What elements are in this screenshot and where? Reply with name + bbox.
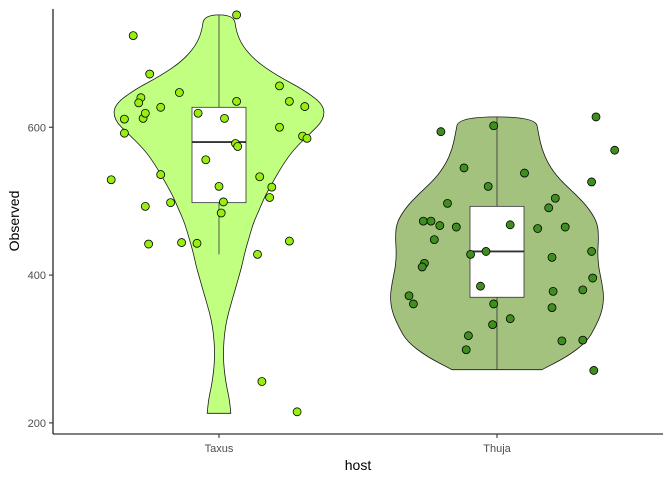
point-taxus-31 <box>218 197 228 207</box>
point-taxus-16 <box>275 122 284 132</box>
point-taxus-32 <box>216 208 226 218</box>
point-taxus-9 <box>156 102 166 112</box>
point-taxus-22 <box>156 170 166 179</box>
point-thuja-34 <box>488 320 498 330</box>
point-taxus-3 <box>174 88 184 97</box>
points-layer <box>106 10 620 417</box>
point-taxus-23 <box>106 175 116 185</box>
point-taxus-27 <box>265 193 275 202</box>
point-taxus-28 <box>214 181 224 191</box>
point-thuja-20 <box>481 247 491 256</box>
point-thuja-36 <box>557 336 567 346</box>
point-taxus-39 <box>292 407 302 417</box>
point-thuja-11 <box>418 216 428 226</box>
point-thuja-26 <box>578 285 588 295</box>
point-taxus-34 <box>192 238 202 248</box>
point-thuja-29 <box>404 291 414 301</box>
x-axis-ticks: Taxus Thuja <box>205 434 512 455</box>
point-thuja-0 <box>436 127 446 137</box>
point-thuja-1 <box>489 121 499 131</box>
point-taxus-36 <box>284 236 294 246</box>
point-taxus-20 <box>233 142 243 151</box>
x-tick-label-thuja: Thuja <box>483 443 511 455</box>
point-thuja-18 <box>505 220 515 230</box>
point-thuja-25 <box>588 273 598 283</box>
point-thuja-13 <box>435 221 445 230</box>
point-taxus-10 <box>232 96 242 106</box>
point-taxus-33 <box>177 238 187 247</box>
point-thuja-28 <box>476 281 485 291</box>
point-thuja-10 <box>483 181 493 191</box>
point-thuja-31 <box>489 299 499 309</box>
point-taxus-13 <box>300 102 310 111</box>
point-thuja-7 <box>520 168 529 178</box>
point-taxus-5 <box>134 98 144 108</box>
point-thuja-9 <box>443 198 452 208</box>
violins-layer <box>113 14 604 414</box>
point-thuja-17 <box>429 235 439 245</box>
point-thuja-4 <box>587 177 596 187</box>
y-tick-label-600: 600 <box>28 122 46 134</box>
point-taxus-8 <box>140 108 150 118</box>
point-taxus-15 <box>220 113 229 123</box>
point-thuja-32 <box>547 303 557 313</box>
y-tick-label-200: 200 <box>28 418 46 430</box>
point-thuja-15 <box>533 224 543 233</box>
point-taxus-11 <box>275 81 284 91</box>
x-axis-title: host <box>345 457 372 473</box>
point-thuja-27 <box>548 286 558 296</box>
point-taxus-35 <box>144 239 154 249</box>
point-thuja-6 <box>459 163 469 173</box>
point-thuja-12 <box>426 216 436 226</box>
point-thuja-16 <box>560 222 570 232</box>
point-thuja-33 <box>505 314 515 324</box>
point-thuja-14 <box>451 222 461 232</box>
point-taxus-14 <box>193 108 203 118</box>
point-thuja-21 <box>587 247 596 256</box>
point-taxus-26 <box>267 182 277 192</box>
x-tick-label-taxus: Taxus <box>205 443 234 455</box>
point-thuja-37 <box>578 335 588 345</box>
y-axis-title: Observed <box>6 191 22 252</box>
y-tick-label-400: 400 <box>28 270 46 282</box>
point-thuja-35 <box>463 331 473 341</box>
point-taxus-25 <box>255 172 265 182</box>
point-thuja-8 <box>544 203 554 213</box>
point-thuja-22 <box>547 252 557 262</box>
point-thuja-3 <box>610 145 620 155</box>
point-taxus-18 <box>302 133 312 143</box>
point-taxus-30 <box>140 201 150 211</box>
point-taxus-21 <box>120 128 129 138</box>
point-taxus-12 <box>284 96 294 106</box>
point-thuja-30 <box>408 299 418 309</box>
point-thuja-24 <box>417 262 427 272</box>
point-thuja-39 <box>589 366 599 375</box>
point-taxus-38 <box>257 377 267 386</box>
point-thuja-38 <box>461 345 471 355</box>
point-taxus-2 <box>145 69 155 79</box>
point-taxus-37 <box>253 249 262 259</box>
point-taxus-29 <box>166 198 176 208</box>
point-taxus-6 <box>120 114 129 124</box>
y-axis-ticks: 200 400 600 <box>28 122 53 430</box>
point-thuja-19 <box>466 249 476 259</box>
point-taxus-1 <box>232 10 242 20</box>
point-taxus-24 <box>201 155 211 165</box>
point-thuja-2 <box>591 112 601 122</box>
point-thuja-5 <box>550 193 560 203</box>
point-taxus-0 <box>128 31 138 41</box>
